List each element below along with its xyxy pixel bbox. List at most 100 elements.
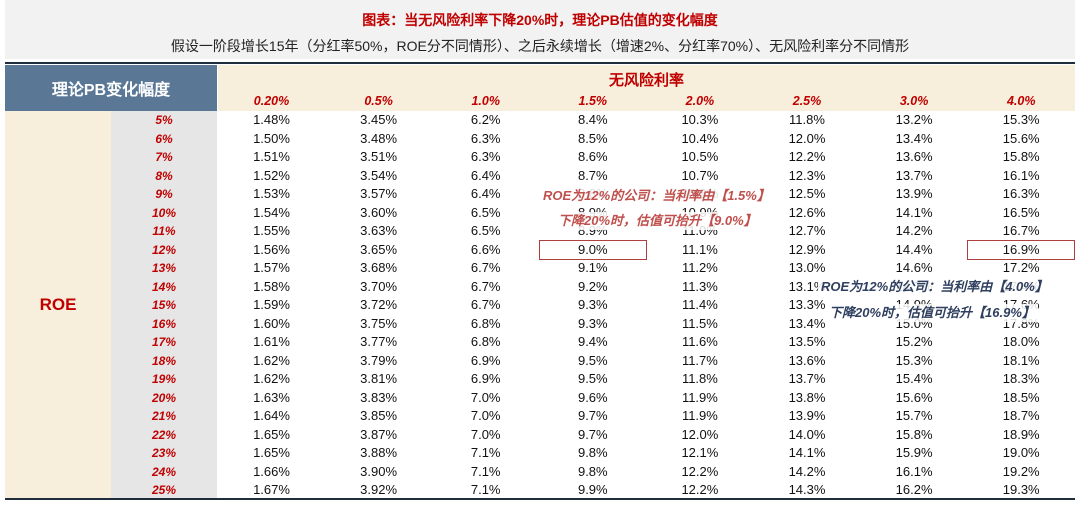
table-cell: 14.2% (895, 223, 933, 238)
table-cell: 3.75% (360, 315, 398, 331)
table-cell: 3.83% (360, 389, 398, 405)
table-cell: 11.2% (681, 260, 718, 275)
table-cell: 12.2% (681, 482, 719, 497)
table-cell: 9.3% (577, 315, 608, 331)
table-cell: 11.5% (681, 315, 718, 331)
table-cell: 6.3% (470, 149, 501, 164)
table-cell: 6.9% (470, 371, 501, 386)
annotation-1-line-2: 下降20%时，估值可抬升【9.0%】 (555, 212, 760, 230)
table-cell: 9.2% (577, 278, 608, 294)
table-row: 1.50% 3.48% 6.3% 8.5% 10.4% 12.0% 13.4% 15.6% (218, 130, 1075, 149)
table-cell: 6.4% (470, 167, 501, 183)
table-cell: 13.9% (895, 186, 933, 201)
table-cell: 11.1% (681, 241, 718, 257)
figure-title: 图表：当无风险利率下降20%时，理论PB估值的变化幅度 (362, 12, 718, 28)
table-corner-label: 理论PB变化幅度 (5, 65, 217, 111)
table-cell: 12.9% (788, 241, 826, 257)
table-cell: 9.0% (577, 241, 608, 257)
roe-row-label: 8% (155, 168, 173, 183)
table-cell: 13.8% (788, 389, 826, 405)
table-cell: 9.5% (577, 371, 608, 386)
rate-header-cell: 3.0% (899, 94, 929, 108)
roe-row-label: 21% (151, 409, 177, 423)
table-cell: 10.3% (681, 112, 719, 127)
table-cell: 13.7% (895, 167, 933, 183)
table-cell: 14.0% (788, 426, 826, 442)
annotation-2-line-1: ROE为12%的公司：当利率由【4.0%】 (818, 278, 1051, 296)
table-cell: 1.63% (253, 389, 290, 405)
data-grid: 1.48% 3.45% 6.2% 8.4% 10.3% 11.8% 13.2% 15.3% 1.… (218, 111, 1075, 499)
table-cell: 16.9% (1002, 241, 1040, 257)
table-cell: 16.2% (895, 482, 933, 497)
table-cell: 16.1% (895, 463, 933, 479)
table-cell: 18.7% (1002, 408, 1040, 423)
table-cell: 3.90% (360, 463, 398, 479)
table-cell: 1.65% (253, 445, 290, 460)
table-cell: 14.6% (895, 260, 933, 275)
table-cell: 18.0% (1002, 334, 1040, 349)
table-bottom-rule (5, 498, 1075, 500)
table-cell: 8.4% (577, 112, 608, 127)
table-row: 1.51% 3.51% 6.3% 8.6% 10.5% 12.2% 13.6% 15.8% (218, 148, 1075, 167)
table-cell: 3.77% (360, 334, 398, 349)
table-cell: 1.55% (253, 223, 290, 238)
table-cell: 3.79% (360, 352, 398, 368)
table-cell: 1.67% (253, 482, 290, 497)
table-cell: 13.0% (788, 260, 826, 275)
roe-row-label: 15% (151, 298, 177, 312)
table-cell: 6.4% (470, 186, 501, 201)
table-cell: 16.3% (1002, 186, 1040, 201)
table-cell: 7.0% (470, 389, 501, 405)
table-cell: 6.8% (470, 315, 501, 331)
roe-row-label: 18% (151, 353, 177, 368)
table-cell: 11.8% (681, 371, 718, 386)
roe-row-label: 19% (151, 372, 177, 386)
table-cell: 19.3% (1002, 482, 1040, 497)
table-cell: 13.6% (895, 149, 933, 164)
table-cell: 16.5% (1002, 204, 1040, 220)
roe-row-label: 22% (151, 427, 177, 442)
rate-header-cell: 4.0% (1006, 94, 1036, 108)
table-cell: 1.60% (253, 315, 290, 331)
table-cell: 6.8% (470, 334, 501, 349)
table-cell: 1.61% (253, 334, 290, 349)
roe-group-label: ROE (39, 295, 77, 314)
table-row: 1.52% 3.54% 6.4% 8.7% 10.7% 12.3% 13.7% 16.1% (218, 167, 1075, 186)
roe-row-label: 20% (151, 390, 177, 405)
roe-row-label: 16% (151, 316, 177, 331)
table-cell: 7.0% (470, 426, 501, 442)
table-cell: 8.5% (577, 130, 608, 146)
table-cell: 1.66% (253, 463, 290, 479)
table-cell: 11.4% (681, 297, 718, 312)
table-cell: 16.7% (1002, 223, 1040, 238)
table-cell: 12.0% (681, 426, 719, 442)
table-cell: 9.9% (577, 482, 608, 497)
table-cell: 3.48% (360, 130, 398, 146)
table-cell: 1.59% (253, 297, 290, 312)
table-cell: 1.53% (253, 186, 290, 201)
table-cell: 15.8% (895, 426, 933, 442)
table-cell: 3.92% (360, 482, 398, 497)
table-cell: 11.9% (681, 408, 718, 423)
table-cell: 8.6% (577, 149, 608, 164)
table-cell: 1.64% (253, 408, 290, 423)
table-cell: 15.3% (1002, 112, 1040, 127)
table-row: 1.65% 3.87% 7.0% 9.7% 12.0% 14.0% 15.8% 18.9% (218, 426, 1075, 445)
rate-header-cell: 0.20% (253, 94, 290, 108)
annotation-1-line-1: ROE为12%的公司：当利率由【1.5%】 (540, 187, 773, 205)
table-cell: 1.58% (253, 278, 290, 294)
table-cell: 19.0% (1002, 445, 1040, 460)
table-cell: 1.56% (253, 241, 290, 257)
table-cell: 13.4% (895, 130, 933, 146)
table-cell: 12.0% (788, 130, 826, 146)
table-cell: 3.54% (360, 167, 398, 183)
table-cell: 19.2% (1002, 463, 1040, 479)
table-cell: 10.7% (681, 167, 719, 183)
table-cell: 6.7% (470, 278, 501, 294)
table-cell: 18.1% (1002, 352, 1040, 368)
figure-header: 图表：当无风险利率下降20%时，理论PB估值的变化幅度 假设一阶段增长15年（分… (5, 0, 1075, 59)
table-cell: 1.62% (253, 371, 290, 386)
table-row: 1.62% 3.79% 6.9% 9.5% 11.7% 13.6% 15.3% 18.1% (218, 352, 1075, 371)
table-cell: 3.51% (360, 149, 398, 164)
rate-header-cell: 1.0% (471, 94, 500, 108)
